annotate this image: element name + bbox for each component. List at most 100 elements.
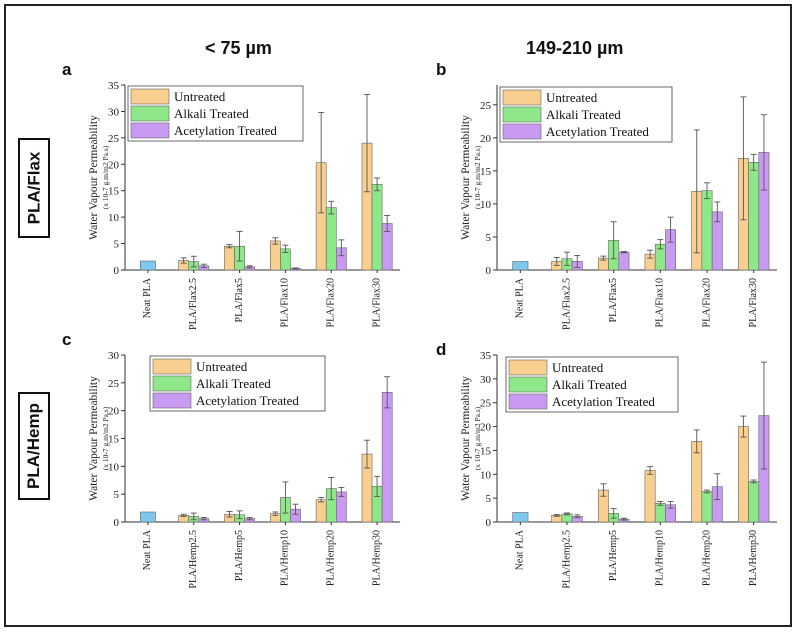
bar-untreated [269,240,281,271]
x-tick-label: PLA/Flax30 [748,278,759,327]
y-axis-units: (x 10-7 g.m/m2 Pa.s) [101,145,110,209]
legend-swatch [508,393,548,410]
bar-untreated [737,426,749,523]
y-axis-label: Water Vapour Permeability [88,115,100,240]
y-tick-label: 0 [486,265,492,277]
legend-label: Alkali Treated [196,376,271,391]
y-tick-label: 35 [108,80,120,92]
x-tick-label: PLA/Hemp10 [280,530,291,586]
x-tick-label: Neat PLA [515,277,526,318]
legend-swatch [152,392,192,409]
x-tick-label: PLA/Hemp2.5 [188,530,199,589]
legend-swatch [502,89,542,106]
legend-swatch [130,122,170,139]
y-tick-label: 30 [108,350,120,362]
y-tick-label: 15 [108,434,120,446]
panel-letter-c: c [62,330,72,349]
y-tick-label: 10 [480,469,492,481]
y-axis-label: Water Vapour Permeability [460,376,472,501]
x-tick-label: Neat PLA [142,529,153,570]
row-label-flax: PLA/Flax [18,138,50,238]
y-tick-label: 20 [480,133,492,145]
x-tick-label: PLA/Hemp30 [748,530,759,586]
y-axis-label: Water Vapour Permeability [88,376,100,501]
legend-swatch [152,375,192,392]
x-tick-label: PLA/Flax30 [371,278,382,327]
y-tick-label: 0 [114,265,120,277]
y-tick-label: 25 [108,133,120,145]
legend-label: Alkali Treated [174,106,249,121]
y-tick-label: 10 [108,461,120,473]
panel-letter-a: a [62,60,72,79]
x-tick-label: PLA/Flax10 [280,278,291,327]
legend-label: Untreated [174,89,226,104]
x-tick-label: PLA/Hemp5 [608,530,619,581]
y-axis-units: (x 10-7 g.m/m2 Pa.s) [101,406,110,470]
y-tick-label: 5 [114,239,120,251]
y-tick-label: 0 [486,517,492,529]
bar-neat-pla [512,261,529,271]
legend-label: Acetylation Treated [546,124,649,139]
x-tick-label: PLA/Flax20 [701,278,712,327]
legend-swatch [152,358,192,375]
bar-alkali-treated [701,491,713,523]
legend-label: Untreated [196,359,248,374]
legend-swatch [502,106,542,123]
bar-untreated [315,499,327,523]
x-tick-label: PLA/Hemp2.5 [561,530,572,589]
y-tick-label: 35 [480,350,492,362]
x-tick-label: PLA/Flax5 [608,278,619,322]
bar-alkali-treated [701,190,713,271]
legend-swatch [502,123,542,140]
y-tick-label: 25 [480,100,492,112]
y-tick-label: 30 [480,374,492,386]
x-tick-label: PLA/Hemp20 [701,530,712,586]
chart-panel-c: 0 5 10 15 20 25 30 Water Vapour Permeability (x … [88,350,400,589]
y-axis-label: Water Vapour Permeability [460,115,472,240]
bar-neat-pla [140,260,156,271]
legend-label: Acetylation Treated [196,393,299,408]
legend-label: Untreated [552,360,604,375]
y-tick-label: 20 [108,406,120,418]
y-tick-label: 10 [108,212,120,224]
chart-panel-d: 0 5 10 15 20 25 30 35 Water Vapour Permeability(… [460,350,777,589]
y-tick-label: 15 [480,445,492,457]
bar-untreated [644,470,656,523]
y-tick-label: 5 [486,493,492,505]
x-tick-label: PLA/Hemp20 [326,530,337,586]
y-tick-label: 5 [114,489,120,501]
chart-panel-a: 0 5 10 15 20 25 30 35 Water Vapour Permeability(… [88,80,400,330]
y-tick-label: 15 [480,166,492,178]
bar-alkali-treated [748,481,760,523]
legend-label: Untreated [546,90,598,105]
x-tick-label: PLA/Flax2.5 [188,278,199,330]
legend-label: Alkali Treated [552,377,627,392]
bar-untreated [691,441,703,523]
bar-alkali-treated [654,503,666,523]
column-title-large-particle: 149-210 µm [526,38,624,58]
column-title-small-particle: < 75 µm [205,38,272,58]
y-tick-label: 15 [108,186,120,198]
x-tick-label: PLA/Hemp5 [234,530,245,581]
figure-frame [4,4,792,627]
x-tick-label: PLA/Flax10 [655,278,666,327]
x-tick-label: PLA/Hemp10 [655,530,666,586]
bar-alkali-treated [325,207,337,271]
legend-swatch [508,376,548,393]
chart-panel-b: 0 5 10 15 20 25 Water Vapour Permeability (x 10… [460,85,777,330]
x-tick-label: Neat PLA [142,277,153,318]
bar-neat-pla [512,512,529,523]
y-tick-label: 20 [108,159,120,171]
y-tick-label: 0 [114,517,120,529]
bar-alkali-treated [371,184,383,271]
legend-label: Alkali Treated [546,107,621,122]
y-tick-label: 30 [108,106,120,118]
y-tick-label: 10 [480,199,492,211]
x-tick-label: PLA/Hemp30 [371,530,382,586]
legend-label: Acetylation Treated [552,394,655,409]
x-tick-label: PLA/Flax2.5 [561,278,572,330]
y-tick-label: 25 [480,398,492,410]
x-tick-label: PLA/Flax20 [326,278,337,327]
bar-neat-pla [140,511,156,523]
